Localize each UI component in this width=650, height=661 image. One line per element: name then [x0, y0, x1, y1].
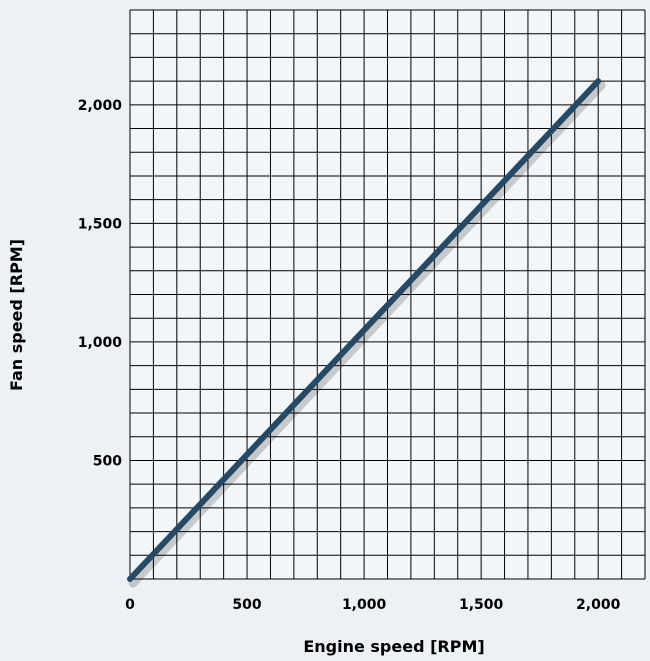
grid — [129, 9, 646, 580]
y-tick-label: 1,500 — [78, 216, 123, 232]
y-tick-label: 1,000 — [78, 335, 123, 351]
x-tick-labels: 0 500 1,000 1,500 2,000 — [125, 597, 620, 613]
y-tick-labels: 500 1,000 1,500 2,000 — [78, 98, 123, 470]
series-line-shadow — [128, 80, 606, 588]
series-layer — [127, 78, 606, 588]
x-tick-label: 1,500 — [459, 597, 504, 613]
series-line — [127, 78, 602, 582]
y-axis-title: Fan speed [RPM] — [7, 239, 26, 391]
x-tick-label: 500 — [232, 597, 261, 613]
x-axis-title: Engine speed [RPM] — [303, 637, 484, 656]
x-tick-label: 1,000 — [342, 597, 387, 613]
x-tick-label: 2,000 — [576, 597, 621, 613]
y-tick-label: 2,000 — [78, 98, 123, 114]
y-tick-label: 500 — [93, 453, 122, 469]
x-tick-label: 0 — [125, 597, 135, 613]
